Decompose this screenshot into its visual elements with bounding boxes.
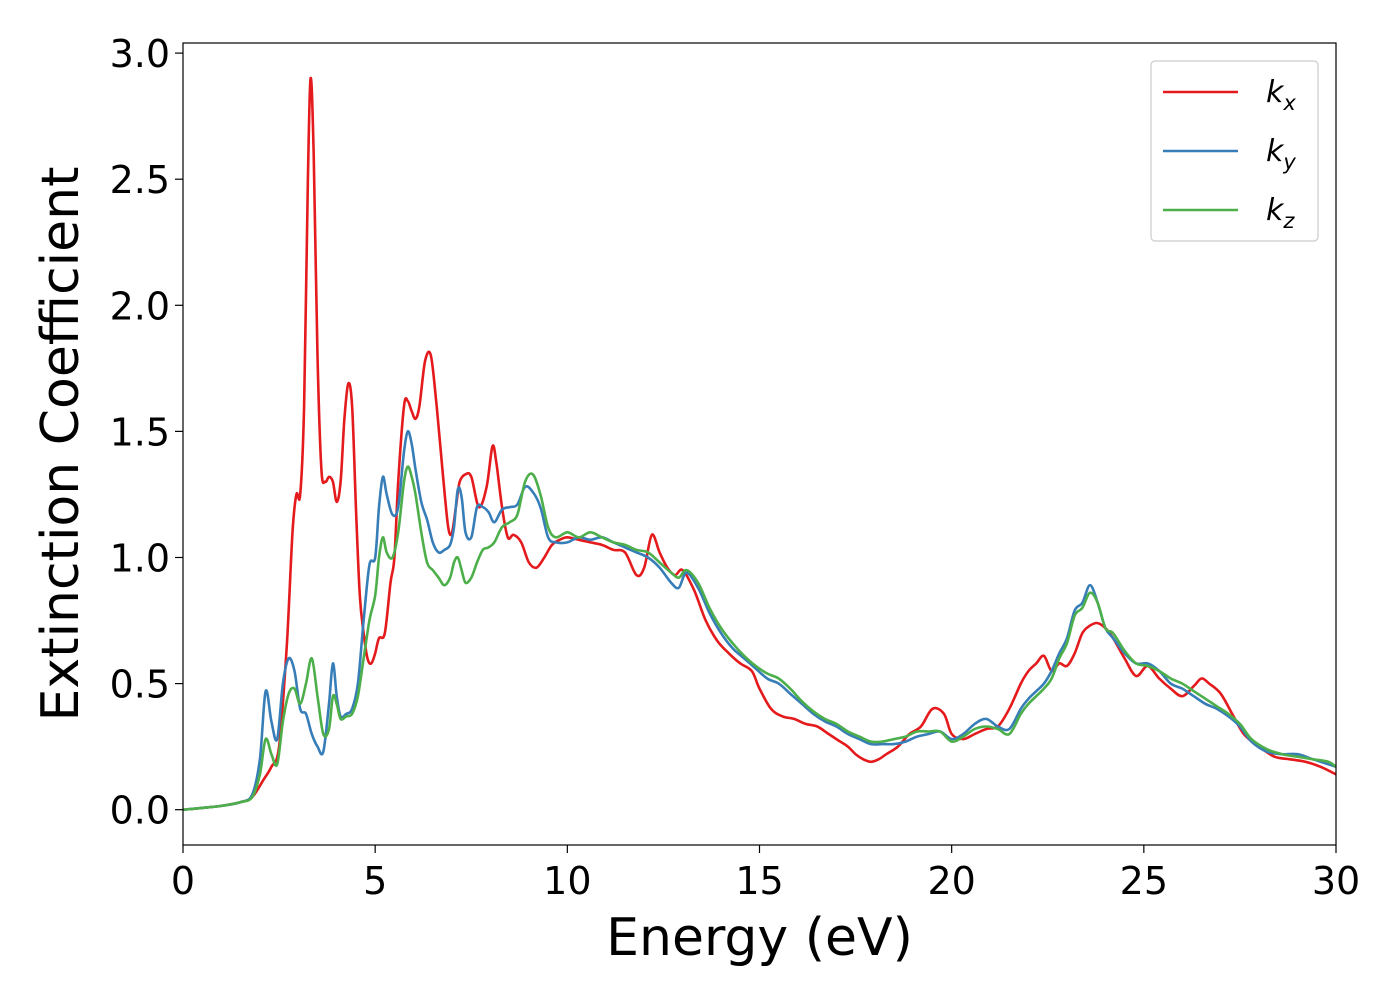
series-line-y xyxy=(183,430,1336,811)
legend-item-z: kz xyxy=(1163,193,1295,233)
x-tick-label: 25 xyxy=(1120,859,1168,903)
series-layer xyxy=(183,76,1336,811)
x-tick-label: 20 xyxy=(927,859,975,903)
x-tick-label: 30 xyxy=(1312,859,1360,903)
y-tick-label: 3.0 xyxy=(110,32,170,76)
y-axis: 0.0 0.5 1.0 1.5 2.0 2.5 3.0 xyxy=(110,32,183,833)
y-tick-label: 2.0 xyxy=(110,284,170,328)
y-tick-label: 2.5 xyxy=(110,158,170,202)
y-tick-label: 0.0 xyxy=(110,789,170,833)
series-line-z xyxy=(183,465,1336,811)
y-tick-label: 0.5 xyxy=(110,663,170,707)
y-tick-label: 1.5 xyxy=(110,410,170,454)
x-tick-label: 10 xyxy=(543,859,591,903)
x-axis-label: Energy (eV) xyxy=(606,908,913,968)
x-axis: 0 5 10 15 20 25 30 xyxy=(171,845,1360,903)
y-axis-label: Extinction Coefficient xyxy=(31,167,91,722)
legend-label: kz xyxy=(1266,193,1295,233)
y-tick-label: 1.0 xyxy=(110,536,170,580)
x-tick-label: 15 xyxy=(735,859,783,903)
series-line-x xyxy=(183,76,1336,811)
x-tick-label: 5 xyxy=(363,859,387,903)
x-tick-label: 0 xyxy=(171,859,195,903)
